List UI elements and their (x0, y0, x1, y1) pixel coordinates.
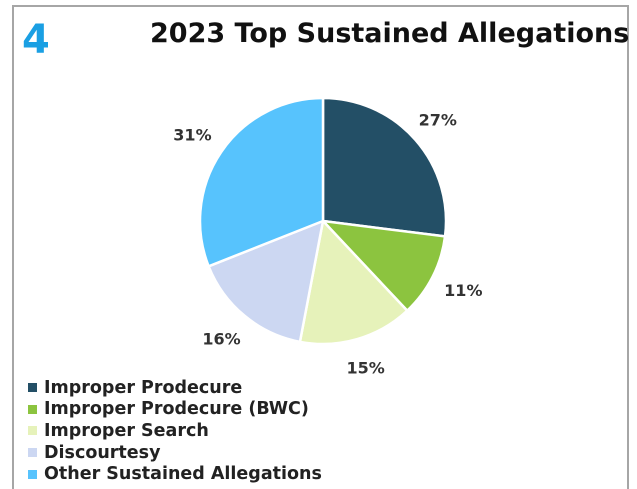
pie-value-label-5: 31% (173, 126, 211, 145)
pie-slice-3 (298, 219, 409, 346)
pie-value-label-1: 27% (419, 110, 457, 129)
pie-slice-4 (207, 219, 325, 344)
pie-value-label-3: 15% (347, 358, 385, 377)
pie-slice-2 (321, 219, 447, 312)
pie-value-labels: 27% 11% 15% 16% 31% (173, 110, 482, 377)
legend-label: Other Sustained Allegations (44, 464, 322, 485)
pie-value-label-4: 16% (202, 329, 240, 348)
pie-slice-1 (321, 96, 448, 238)
legend-swatch (28, 426, 37, 436)
legend-item-1: Improper Prodecure (28, 377, 322, 399)
legend-item-4: Discourtesy (28, 442, 322, 464)
legend-label: Discourtesy (44, 442, 161, 463)
legend-label: Improper Prodecure (BWC) (44, 399, 309, 420)
legend-item-3: Improper Search (28, 420, 322, 442)
legend-label: Improper Prodecure (44, 377, 243, 398)
legend-swatch (28, 469, 37, 479)
legend-label: Improper Search (44, 420, 209, 441)
legend-item-2: Improper Prodecure (BWC) (28, 399, 322, 421)
legend-swatch (28, 448, 37, 458)
legend-item-5: Other Sustained Allegations (28, 463, 322, 485)
panel-number: 4 (22, 17, 50, 63)
chart-title: 2023 Top Sustained Allegations (150, 18, 630, 49)
legend: Improper Prodecure Improper Prodecure (BW… (28, 377, 322, 485)
pie-slice-5 (198, 96, 325, 268)
pie-value-label-2: 11% (444, 281, 482, 300)
pie-slices (198, 96, 448, 346)
legend-swatch (28, 383, 37, 393)
legend-swatch (28, 404, 37, 414)
